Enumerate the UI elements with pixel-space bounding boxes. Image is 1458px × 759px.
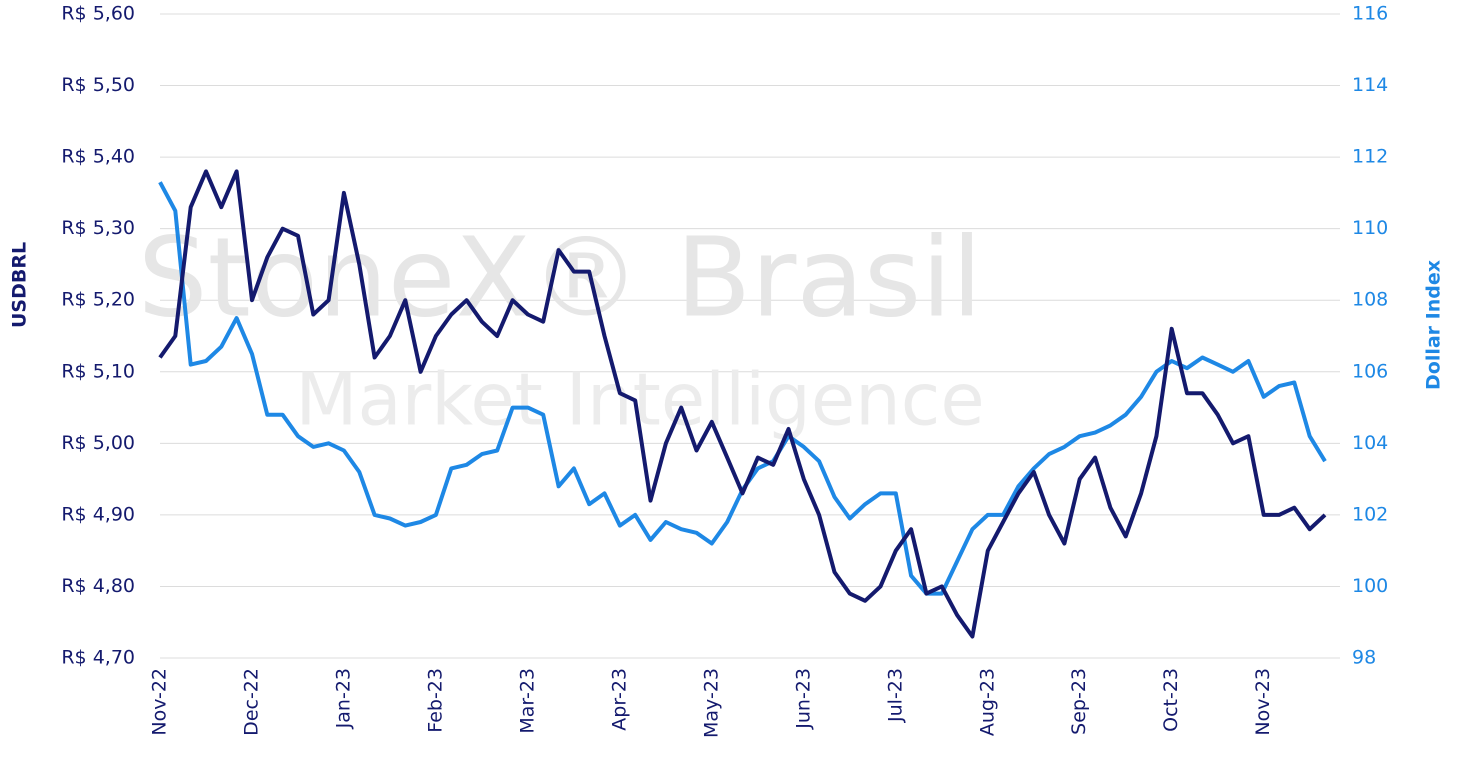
y-tick-label: R$ 4,80 [61, 575, 135, 597]
y-tick-label: R$ 5,00 [61, 432, 135, 454]
y-axis-title: USDBRL [9, 242, 31, 328]
y2-tick-label: 98 [1352, 647, 1376, 669]
y-tick-label: R$ 5,20 [61, 289, 135, 311]
x-tick-label: Nov-23 [1252, 668, 1274, 736]
line-series [158, 169, 1327, 639]
y-tick-label: R$ 5,40 [61, 146, 135, 168]
y2-tick-label: 108 [1352, 289, 1388, 311]
y2-tick-label: 102 [1352, 503, 1388, 525]
y2-tick-label: 114 [1352, 74, 1388, 96]
y2-tick-label: 104 [1352, 432, 1388, 454]
x-tick-label: May-23 [700, 668, 722, 738]
x-tick-label: Sep-23 [1068, 668, 1090, 735]
y2-tick-label: 110 [1352, 217, 1388, 239]
y2-tick-label: 100 [1352, 575, 1388, 597]
x-tick-label: Aug-23 [976, 668, 998, 736]
x-tick-label: Feb-23 [424, 668, 446, 733]
x-tick-label: Jul-23 [884, 668, 906, 723]
y-tick-label: R$ 5,30 [61, 217, 135, 239]
y2-axis-title: Dollar Index [1423, 260, 1445, 390]
y-tick-label: R$ 5,10 [61, 360, 135, 382]
y-tick-label: R$ 5,60 [61, 3, 135, 25]
x-tick-label: Oct-23 [1160, 668, 1182, 732]
y-tick-label: R$ 5,50 [61, 74, 135, 96]
x-tick-label: Mar-23 [516, 668, 538, 734]
y-tick-label: R$ 4,90 [61, 503, 135, 525]
x-tick-label: Nov-22 [149, 668, 171, 736]
x-tick-label: Jan-23 [332, 668, 354, 729]
y-tick-label: R$ 4,70 [61, 647, 135, 669]
y2-tick-label: 112 [1352, 146, 1388, 168]
watermark: StoneX® Brasil [138, 213, 983, 341]
y2-tick-label: 106 [1352, 360, 1388, 382]
x-tick-label: Jun-23 [792, 668, 814, 730]
x-tick-label: Apr-23 [608, 668, 630, 731]
y2-tick-label: 116 [1352, 3, 1388, 25]
x-tick-label: Dec-22 [240, 668, 262, 736]
